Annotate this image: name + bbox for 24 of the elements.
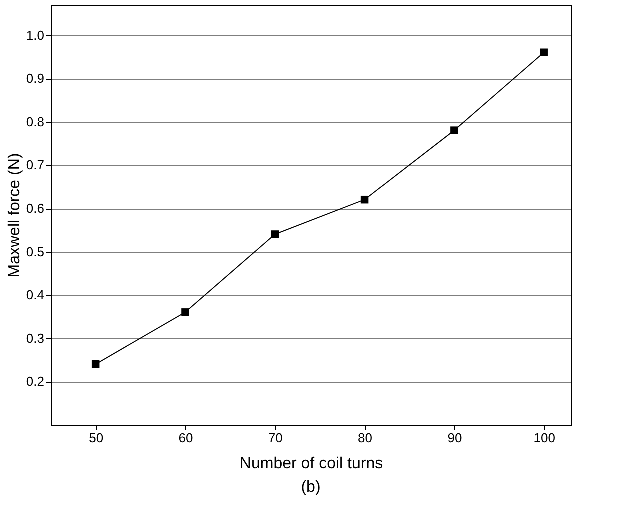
point xyxy=(360,196,369,204)
point xyxy=(92,360,100,368)
point xyxy=(540,48,548,56)
x-tick-label: 70 xyxy=(268,430,283,446)
x-tick-label: 60 xyxy=(178,430,194,446)
y-tick-label: 0.2 xyxy=(26,374,44,390)
x-tick-label: 100 xyxy=(534,430,556,446)
y-tick-label: 0.6 xyxy=(26,201,44,216)
y-axis-title: Maxwell force (N) xyxy=(6,153,24,278)
point xyxy=(450,126,458,134)
y-tick-label: 0.7 xyxy=(26,158,44,173)
x-tick-label: 80 xyxy=(358,430,373,446)
point xyxy=(271,230,280,238)
y-tick-label: 1.0 xyxy=(26,28,44,43)
y-tick-label: 0.4 xyxy=(26,288,44,303)
point xyxy=(182,308,190,316)
y-tick-label: 0.3 xyxy=(26,330,44,346)
y-tick-label: 0.8 xyxy=(26,114,44,130)
x-tick-label: 50 xyxy=(89,430,104,446)
x-tick-label: 90 xyxy=(448,430,462,446)
x-axis-title: Number of coil turns xyxy=(240,456,384,472)
text: (b) xyxy=(301,479,321,496)
y-tick-label: 0.9 xyxy=(26,71,44,86)
y-tick-label: 0.5 xyxy=(26,244,44,260)
